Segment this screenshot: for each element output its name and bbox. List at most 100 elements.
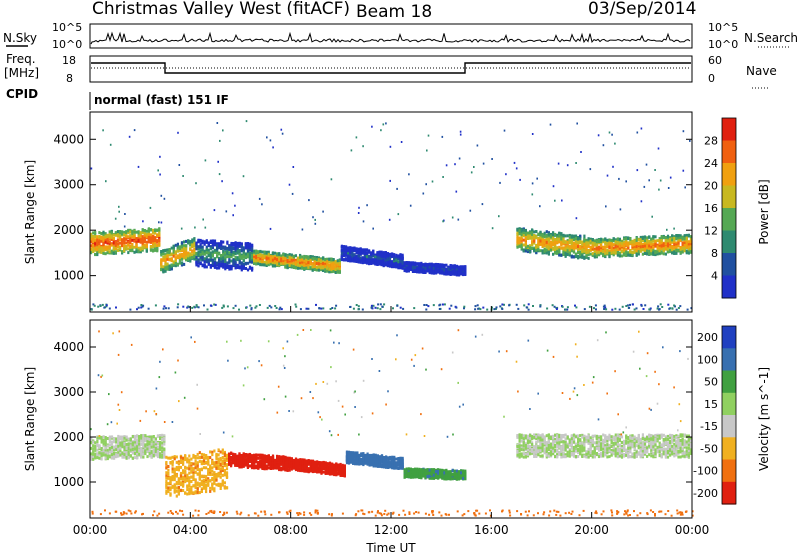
heatmap-cell <box>445 267 448 271</box>
heatmap-cell <box>687 233 690 237</box>
heatmap-cell <box>100 232 103 235</box>
heatmap-cell <box>145 233 148 236</box>
heatmap-cell <box>332 268 335 272</box>
heatmap-cell <box>645 163 648 166</box>
heatmap-cell <box>627 243 630 247</box>
colorbar-frame <box>721 117 737 299</box>
heatmap-cell <box>593 247 596 251</box>
heatmap-cell <box>370 258 373 262</box>
heatmap-cell <box>519 178 521 181</box>
heatmap-cell <box>96 238 99 242</box>
heatmap-cell <box>589 245 592 249</box>
heatmap-cell <box>180 252 184 256</box>
heatmap-cell <box>118 238 122 242</box>
heatmap-cell <box>92 231 95 235</box>
heatmap-cell <box>357 257 360 261</box>
heatmap-cell <box>362 220 365 223</box>
heatmap-cell <box>162 267 165 271</box>
heatmap-cell <box>523 304 526 307</box>
heatmap-cell <box>313 260 316 264</box>
heatmap-cell <box>118 205 120 208</box>
heatmap-cell <box>547 239 550 243</box>
heatmap-cell <box>271 258 275 262</box>
heatmap-cell <box>424 266 427 270</box>
heatmap-cell <box>140 304 143 306</box>
heatmap-cell <box>361 257 364 261</box>
heatmap-cell <box>397 265 400 268</box>
heatmap-cell <box>246 249 250 253</box>
heatmap-cell <box>280 257 283 261</box>
heatmap-cell <box>203 252 206 256</box>
heatmap-cell <box>340 252 343 256</box>
heatmap-cell <box>100 250 103 254</box>
heatmap-cell <box>526 237 530 240</box>
heatmap-cell <box>154 236 157 240</box>
heatmap-cell <box>683 249 686 253</box>
heatmap-cell <box>121 435 124 439</box>
heatmap-cell <box>365 259 369 262</box>
heatmap-cell <box>420 262 423 266</box>
heatmap-cell <box>129 244 132 248</box>
heatmap-cell <box>232 307 235 310</box>
heatmap-cell <box>664 242 667 246</box>
heatmap-cell <box>142 220 144 223</box>
heatmap-cell <box>368 262 371 266</box>
heatmap-cell <box>259 263 262 267</box>
heatmap-cell <box>248 246 252 250</box>
heatmap-cell <box>141 231 144 235</box>
heatmap-cell <box>236 266 239 269</box>
heatmap-cell <box>110 443 114 446</box>
heatmap-cell <box>100 454 103 458</box>
heatmap-cell <box>587 256 590 260</box>
heatmap-cell <box>338 259 341 263</box>
heatmap-cell <box>305 255 308 259</box>
heatmap-cell <box>357 305 360 308</box>
heatmap-cell <box>414 264 417 268</box>
heatmap-cell <box>518 232 521 236</box>
heatmap-cell <box>209 304 212 307</box>
heatmap-cell <box>94 232 97 236</box>
heatmap-cell <box>263 250 266 254</box>
heatmap-cell <box>121 440 124 444</box>
heatmap-cell <box>460 265 463 269</box>
heatmap-cell <box>108 245 111 249</box>
heatmap-cell <box>391 253 394 257</box>
heatmap-cell <box>191 250 194 254</box>
heatmap-cell <box>579 244 582 248</box>
heatmap-cell <box>118 230 122 233</box>
freq-tick-bottom: 8 <box>66 72 73 85</box>
heatmap-cell <box>294 258 297 262</box>
heatmap-cell <box>608 243 611 247</box>
heatmap-cell <box>561 305 564 308</box>
heatmap-cell <box>552 252 555 256</box>
heatmap-cell <box>189 243 192 247</box>
heatmap-cell <box>539 236 542 240</box>
heatmap-cell <box>526 234 530 238</box>
heatmap-cell <box>197 254 200 258</box>
heatmap-cell <box>135 250 138 254</box>
heatmap-cell <box>216 251 219 255</box>
heatmap-cell <box>319 268 323 272</box>
heatmap-cell <box>92 455 95 459</box>
heatmap-cell <box>226 240 229 244</box>
heatmap-cell <box>131 249 134 253</box>
heatmap-cell <box>432 266 435 270</box>
heatmap-cell <box>213 303 216 306</box>
heatmap-cell <box>197 264 200 268</box>
heatmap-cell <box>205 260 208 264</box>
heatmap-cell <box>679 239 682 243</box>
heatmap-cell <box>129 446 132 450</box>
heatmap-cell <box>205 251 208 255</box>
heatmap-cell <box>568 253 571 257</box>
heatmap-cell <box>160 260 163 264</box>
heatmap-cell <box>409 264 412 267</box>
heatmap-cell <box>539 233 542 237</box>
heatmap-cell <box>639 238 642 242</box>
heatmap-cell <box>100 448 103 452</box>
heatmap-cell <box>531 193 534 196</box>
heatmap-cell <box>100 237 103 241</box>
heatmap-cell <box>457 267 461 271</box>
heatmap-cell <box>545 245 548 249</box>
heatmap-cell <box>604 245 607 249</box>
heatmap-cell <box>294 262 297 266</box>
